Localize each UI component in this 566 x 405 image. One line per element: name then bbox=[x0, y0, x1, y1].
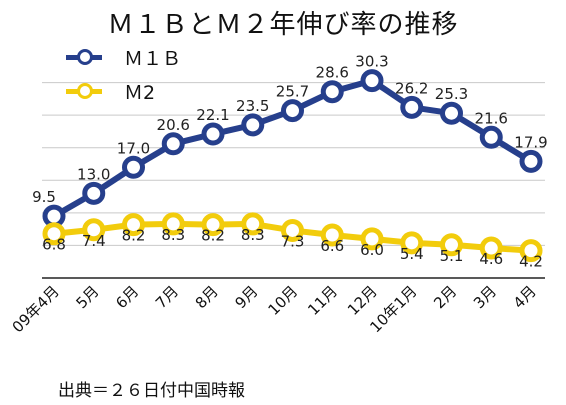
data-label-m1b: 17.9 bbox=[514, 133, 547, 151]
point-m1b bbox=[360, 69, 384, 93]
point-m1b bbox=[479, 125, 503, 149]
legend-item-m2: Ｍ2 bbox=[66, 74, 181, 108]
legend-swatch-m2 bbox=[66, 83, 102, 99]
data-label-m2: 4.6 bbox=[479, 250, 503, 268]
legend: Ｍ１Ｂ Ｍ2 bbox=[66, 40, 181, 108]
data-label-m2: 6.0 bbox=[360, 241, 384, 259]
x-tick-label: 5月 bbox=[72, 282, 102, 312]
data-label-m2: 5.4 bbox=[400, 245, 424, 263]
point-m1b bbox=[201, 122, 225, 146]
point-m1b bbox=[241, 113, 265, 137]
data-label-m1b: 30.3 bbox=[355, 53, 388, 71]
x-tick-label: 7月 bbox=[152, 282, 182, 312]
x-tick-label: 8月 bbox=[192, 282, 222, 312]
data-label-m1b: 23.5 bbox=[236, 97, 269, 115]
point-m1b bbox=[161, 132, 185, 156]
data-label-m2: 8.2 bbox=[122, 227, 146, 245]
data-label-m1b: 25.7 bbox=[276, 83, 309, 101]
data-label-m2: 4.2 bbox=[519, 253, 543, 271]
point-m1b bbox=[519, 149, 543, 173]
data-label-m2: 7.3 bbox=[281, 232, 305, 250]
data-label-m2: 6.6 bbox=[320, 237, 344, 255]
data-label-m1b: 20.6 bbox=[157, 116, 190, 134]
point-m2 bbox=[479, 236, 503, 260]
data-label-m1b: 22.1 bbox=[196, 106, 229, 124]
data-label-m1b: 9.5 bbox=[32, 188, 56, 206]
data-label-m1b: 13.0 bbox=[77, 165, 110, 183]
legend-label-m1b: Ｍ１Ｂ bbox=[124, 47, 182, 70]
point-m2 bbox=[281, 218, 304, 242]
x-tick-label: 2月 bbox=[430, 282, 460, 312]
legend-label-m2: Ｍ2 bbox=[124, 81, 156, 104]
x-tick-label: 3月 bbox=[470, 282, 500, 312]
point-m2 bbox=[360, 227, 384, 251]
data-label-m1b: 28.6 bbox=[316, 64, 349, 82]
point-m2 bbox=[519, 239, 543, 263]
data-label-m1b: 17.0 bbox=[117, 139, 150, 157]
point-m2 bbox=[320, 223, 344, 247]
data-label-m2: 6.8 bbox=[42, 236, 66, 254]
source-note: 出典＝２６日付中国時報 bbox=[58, 381, 245, 401]
point-m2 bbox=[42, 222, 66, 246]
point-m2 bbox=[122, 213, 145, 237]
x-tick-label: 10月 bbox=[264, 282, 301, 319]
legend-item-m1b: Ｍ１Ｂ bbox=[66, 40, 181, 74]
point-m2 bbox=[82, 218, 106, 242]
x-tick-label: 4月 bbox=[510, 282, 540, 312]
point-m2 bbox=[440, 233, 463, 257]
point-m1b bbox=[281, 99, 304, 123]
point-m1b bbox=[122, 155, 145, 179]
data-label-m2: 7.4 bbox=[82, 232, 106, 250]
data-label-m2: 5.1 bbox=[440, 247, 464, 265]
data-label-m2: 8.3 bbox=[241, 226, 265, 244]
data-label-m2: 8.3 bbox=[161, 226, 185, 244]
point-m1b bbox=[320, 80, 344, 104]
legend-swatch-m1b bbox=[66, 49, 102, 65]
data-label-m2: 8.2 bbox=[201, 227, 225, 245]
x-tick-label: 11月 bbox=[304, 282, 341, 319]
x-tick-label: 09年4月 bbox=[9, 282, 63, 336]
chart-title: Ｍ１ＢとＭ２年伸び率の推移 bbox=[107, 10, 459, 40]
point-m2 bbox=[201, 213, 225, 237]
point-m2 bbox=[161, 212, 185, 236]
point-m2 bbox=[241, 212, 265, 236]
data-label-m1b: 26.2 bbox=[395, 79, 428, 97]
point-m1b bbox=[440, 101, 463, 125]
point-m1b bbox=[400, 95, 424, 119]
data-label-m1b: 21.6 bbox=[475, 109, 508, 127]
point-m1b bbox=[82, 181, 106, 205]
point-m2 bbox=[400, 231, 424, 255]
x-tick-label: 9月 bbox=[231, 282, 261, 312]
x-tick-label: 6月 bbox=[112, 282, 142, 312]
data-label-m1b: 25.3 bbox=[435, 85, 468, 103]
